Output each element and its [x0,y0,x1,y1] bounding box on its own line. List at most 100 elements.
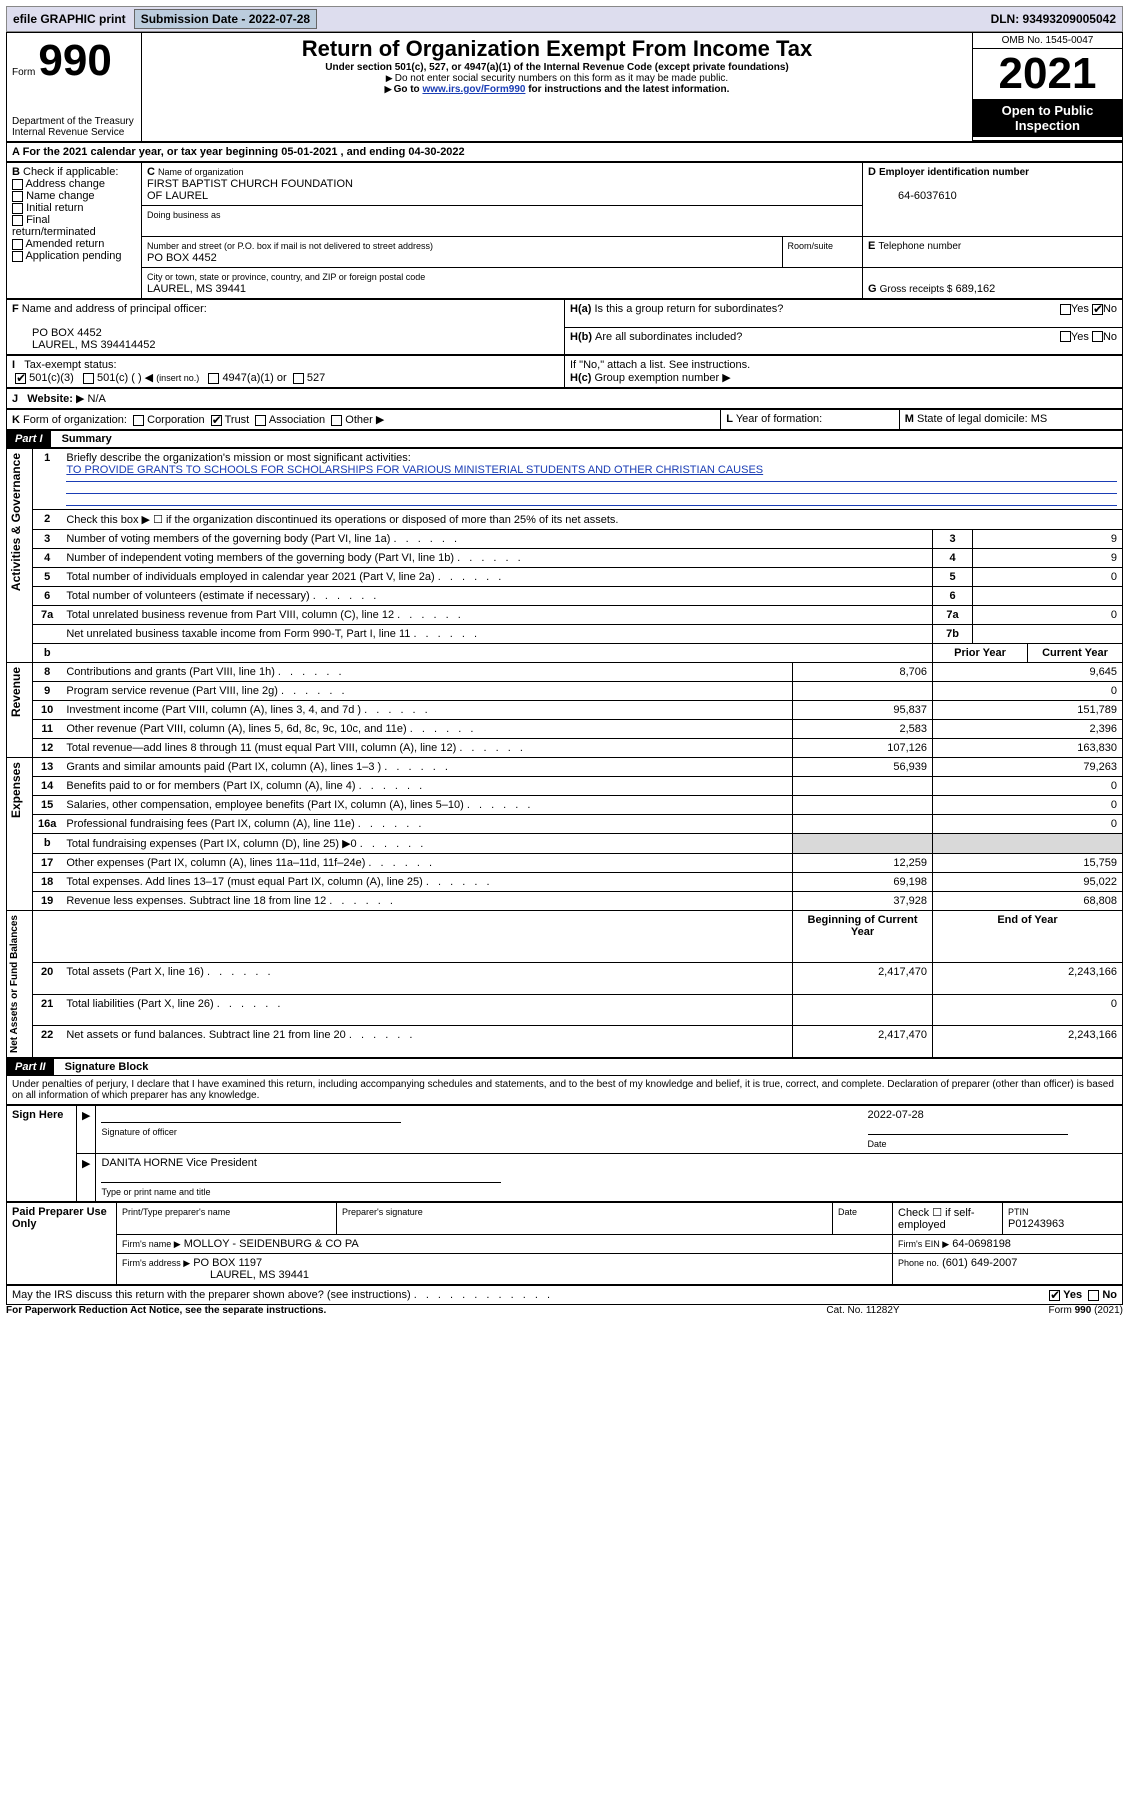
501c3-label: 501(c)(3) [29,372,74,384]
officer-line2: LAUREL, MS 394414452 [12,339,156,351]
entity-block: B Check if applicable: Address change Na… [6,162,1123,299]
dln-label: DLN: 93493209005042 [985,10,1122,28]
subtitle: Under section 501(c), 527, or 4947(a)(1)… [147,62,967,73]
firm-phone: (601) 649-2007 [942,1257,1017,1269]
addr-change-chk[interactable] [12,179,23,190]
sign-here-label: Sign Here [7,1106,77,1202]
ptin-value: P01243963 [1008,1218,1064,1230]
ein-label: Employer identification number [879,167,1029,178]
side-revenue: Revenue [7,663,33,758]
domicile-label: State of legal domicile: [917,413,1028,425]
i-hc-block: I Tax-exempt status: 501(c)(3) 501(c) ( … [6,355,1123,388]
assoc-label: Association [269,414,325,426]
goto-post: for instructions and the latest informat… [525,84,729,95]
part2-header: Part II Signature Block [6,1058,1123,1076]
final-return-chk[interactable] [12,215,23,226]
corp-chk[interactable] [133,415,144,426]
hb-label: Are all subordinates included? [595,331,742,343]
submission-date-btn[interactable]: Submission Date - 2022-07-28 [134,9,317,29]
gov-row: 6Total number of volunteers (estimate if… [7,587,1123,606]
street-row: Number and street (or P.O. box if mail i… [142,237,863,268]
name-change-label: Name change [26,190,95,202]
prep-date-label: Date [838,1207,857,1217]
section-d: D Employer identification number 64-6037… [863,163,1123,237]
ha-yes-chk[interactable] [1060,304,1071,315]
section-e: E Telephone number [863,237,1123,268]
page-footer: For Paperwork Reduction Act Notice, see … [6,1305,1123,1316]
ha-no-chk[interactable] [1092,304,1103,315]
sig-officer-cell: Signature of officer [96,1106,863,1154]
side-netassets: Net Assets or Fund Balances [7,911,33,1058]
part1-body: Activities & Governance 1 Briefly descri… [6,448,1123,1058]
addr-change-label: Address change [25,178,105,190]
yearform-label: Year of formation: [736,413,822,425]
501c3-chk[interactable] [15,373,26,384]
form990-link[interactable]: www.irs.gov/Form990 [422,84,525,95]
exp-row: 18Total expenses. Add lines 13–17 (must … [7,873,1123,892]
city-value: LAUREL, MS 39441 [147,283,246,295]
mission-text: TO PROVIDE GRANTS TO SCHOOLS FOR SCHOLAR… [66,464,763,476]
hb-no-chk[interactable] [1092,331,1103,342]
discuss-label: May the IRS discuss this return with the… [12,1289,411,1301]
firm-addr-label: Firm's address ▶ [122,1258,190,1268]
goto-pre: Go to [394,84,423,95]
header-table: Form 990 Department of the Treasury Inte… [6,32,1123,142]
dba-label: Doing business as [147,210,221,220]
omb-number: OMB No. 1545-0047 [973,33,1122,49]
title-cell: Return of Organization Exempt From Incom… [142,33,973,141]
street-label: Number and street (or P.O. box if mail i… [147,241,433,251]
section-g: G Gross receipts $ 689,162 [863,268,1123,299]
form-id-cell: Form 990 Department of the Treasury Inte… [7,33,142,142]
4947-chk[interactable] [208,373,219,384]
firm-name-label: Firm's name ▶ [122,1239,181,1249]
exp-row: 16aProfessional fundraising fees (Part I… [7,815,1123,834]
app-pending-label: Application pending [25,250,121,262]
other-label: Other [345,414,373,426]
formorg-label: Form of organization: [23,414,127,426]
officer-line1: PO BOX 4452 [12,327,102,339]
assoc-chk[interactable] [255,415,266,426]
discuss-row: May the IRS discuss this return with the… [6,1285,1123,1305]
paperwork-notice: For Paperwork Reduction Act Notice, see … [6,1305,763,1316]
ein-value: 64-6037610 [868,190,957,202]
gov-row: Net unrelated business taxable income fr… [7,625,1123,644]
form-word: Form [12,67,35,78]
firm-phone-label: Phone no. [898,1258,939,1268]
hb-yes-chk[interactable] [1060,331,1071,342]
other-chk[interactable] [331,415,342,426]
discuss-no-chk[interactable] [1088,1290,1099,1301]
discuss-yes-chk[interactable] [1049,1290,1060,1301]
sig-date-label: Date [868,1139,887,1149]
corp-label: Corporation [147,414,204,426]
city-label: City or town, state or province, country… [147,272,425,282]
na-row: 20Total assets (Part X, line 16) . . . .… [7,962,1123,994]
hnote: If "No," attach a list. See instructions… [570,359,750,371]
firm-name: MOLLOY - SEIDENBURG & CO PA [184,1238,359,1250]
fh-block: F Name and address of principal officer:… [6,299,1123,355]
exp-row: bTotal fundraising expenses (Part IX, co… [7,834,1123,854]
gov-row: 4Number of independent voting members of… [7,549,1123,568]
ha-no: No [1103,303,1117,315]
website-value: N/A [88,393,106,405]
h-notes: If "No," attach a list. See instructions… [565,356,1123,388]
efile-label: efile GRAPHIC print [7,10,132,28]
period-row: A For the 2021 calendar year, or tax yea… [6,142,1123,162]
amended-return-chk[interactable] [12,239,23,250]
city-cell: City or town, state or province, country… [142,268,863,299]
part1-title: Summary [54,433,112,445]
hb-answer: Yes No [899,327,1122,355]
c-name-label: Name of organization [158,167,244,177]
initial-return-chk[interactable] [12,203,23,214]
insert-no: (insert no.) [156,373,199,383]
app-pending-chk[interactable] [12,251,23,262]
street-value: PO BOX 4452 [147,252,217,264]
4947-label: 4947(a)(1) or [222,372,286,384]
col-prior: Prior Year [933,644,1028,662]
b-label: Check if applicable: [23,166,118,178]
527-chk[interactable] [293,373,304,384]
section-m: M State of legal domicile: MS [899,410,1122,430]
trust-chk[interactable] [211,415,222,426]
ptin-label: PTIN [1008,1207,1029,1217]
name-change-chk[interactable] [12,191,23,202]
501c-chk[interactable] [83,373,94,384]
